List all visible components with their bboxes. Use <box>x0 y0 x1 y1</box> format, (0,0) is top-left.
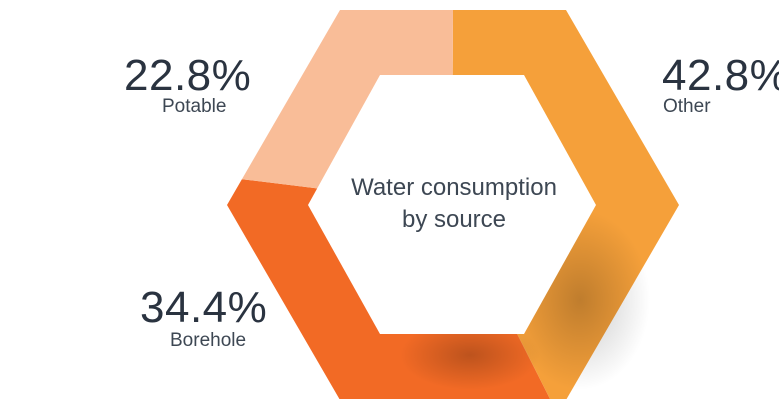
value-label-borehole: 34.4% <box>140 283 268 332</box>
value-label-potable: 22.8% <box>124 51 252 100</box>
series-label-other: Other <box>663 96 711 117</box>
series-label-potable: Potable <box>162 96 227 117</box>
chart-center-hole <box>308 75 596 334</box>
segment-shadow <box>400 320 540 390</box>
chart-title-line-1: Water consumption <box>351 174 557 201</box>
chart-title: Water consumption by source <box>318 172 590 236</box>
chart-title-line-2: by source <box>401 206 507 233</box>
value-label-other: 42.8% <box>662 51 779 100</box>
series-label-borehole: Borehole <box>170 330 247 351</box>
